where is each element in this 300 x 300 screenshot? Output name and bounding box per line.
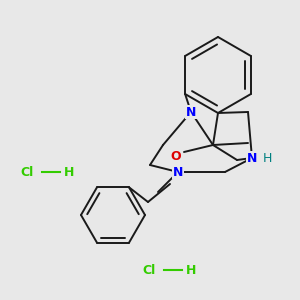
Text: N: N (186, 106, 196, 118)
Text: H: H (262, 152, 272, 164)
Text: Cl: Cl (20, 166, 33, 178)
Text: H: H (64, 166, 74, 178)
Text: N: N (247, 152, 257, 164)
Text: O: O (171, 151, 181, 164)
Text: N: N (173, 166, 183, 178)
Text: Cl: Cl (142, 263, 155, 277)
Text: H: H (186, 263, 196, 277)
